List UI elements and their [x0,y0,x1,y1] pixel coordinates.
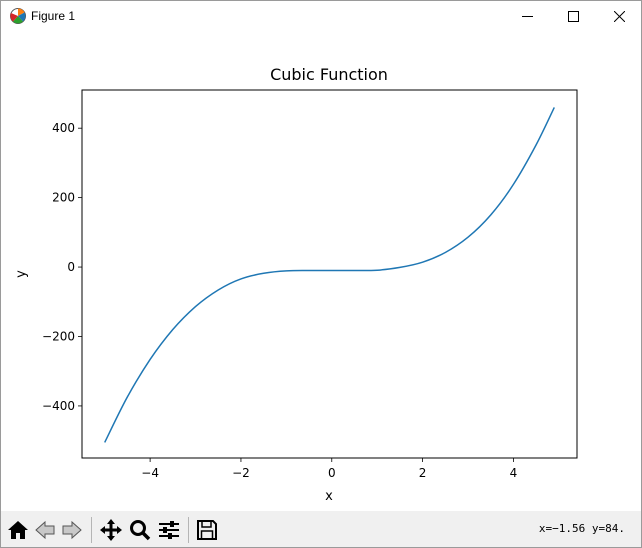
navigation-toolbar: x=−1.56 y=84. [1,511,641,547]
x-tick-label: −2 [232,466,250,480]
x-axis-label: x [325,489,333,504]
plot-area[interactable] [81,89,578,459]
back-button[interactable] [32,517,58,543]
x-tick-label: −4 [141,466,159,480]
zoom-button[interactable] [127,517,153,543]
forward-button[interactable] [59,517,85,543]
maximize-icon [568,11,579,22]
figure-canvas[interactable]: Cubic Function −4 −2 0 2 4 −400 −200 0 200 400 x… [1,32,641,511]
home-icon [8,521,28,539]
y-tick-label: −400 [42,399,75,413]
x-tick-label: 0 [328,466,336,480]
forward-icon [62,520,82,540]
window-title: Figure 1 [31,9,76,23]
configure-subplots-button[interactable] [156,517,182,543]
chart-title: Cubic Function [270,65,388,84]
toolbar-separator [91,517,92,543]
matplotlib-icon [10,8,26,24]
save-icon [197,520,217,540]
toolbar-separator [188,517,189,543]
cursor-coordinates: x=−1.56 y=84. [538,522,625,535]
series-line [104,107,555,443]
cubic-chart[interactable]: Cubic Function −4 −2 0 2 4 −400 −200 0 200 400 x… [1,32,641,511]
y-axis-label: y [14,270,29,278]
close-icon [614,11,625,22]
minimize-button[interactable] [505,1,551,32]
back-icon [35,520,55,540]
close-button[interactable] [597,1,642,32]
y-tick-label: 400 [52,121,75,135]
x-tick-label: 4 [510,466,518,480]
minimize-icon [522,16,533,17]
y-tick-label: 200 [52,191,75,205]
configure-subplots-icon [159,521,179,539]
title-bar: Figure 1 [1,1,641,32]
pan-button[interactable] [98,517,124,543]
zoom-icon [130,520,151,541]
pan-icon [100,519,122,541]
maximize-button[interactable] [551,1,597,32]
y-tick-label: −200 [42,329,75,343]
y-tick-label: 0 [67,260,75,274]
save-button[interactable] [194,517,220,543]
x-tick-label: 2 [419,466,427,480]
home-button[interactable] [5,517,31,543]
